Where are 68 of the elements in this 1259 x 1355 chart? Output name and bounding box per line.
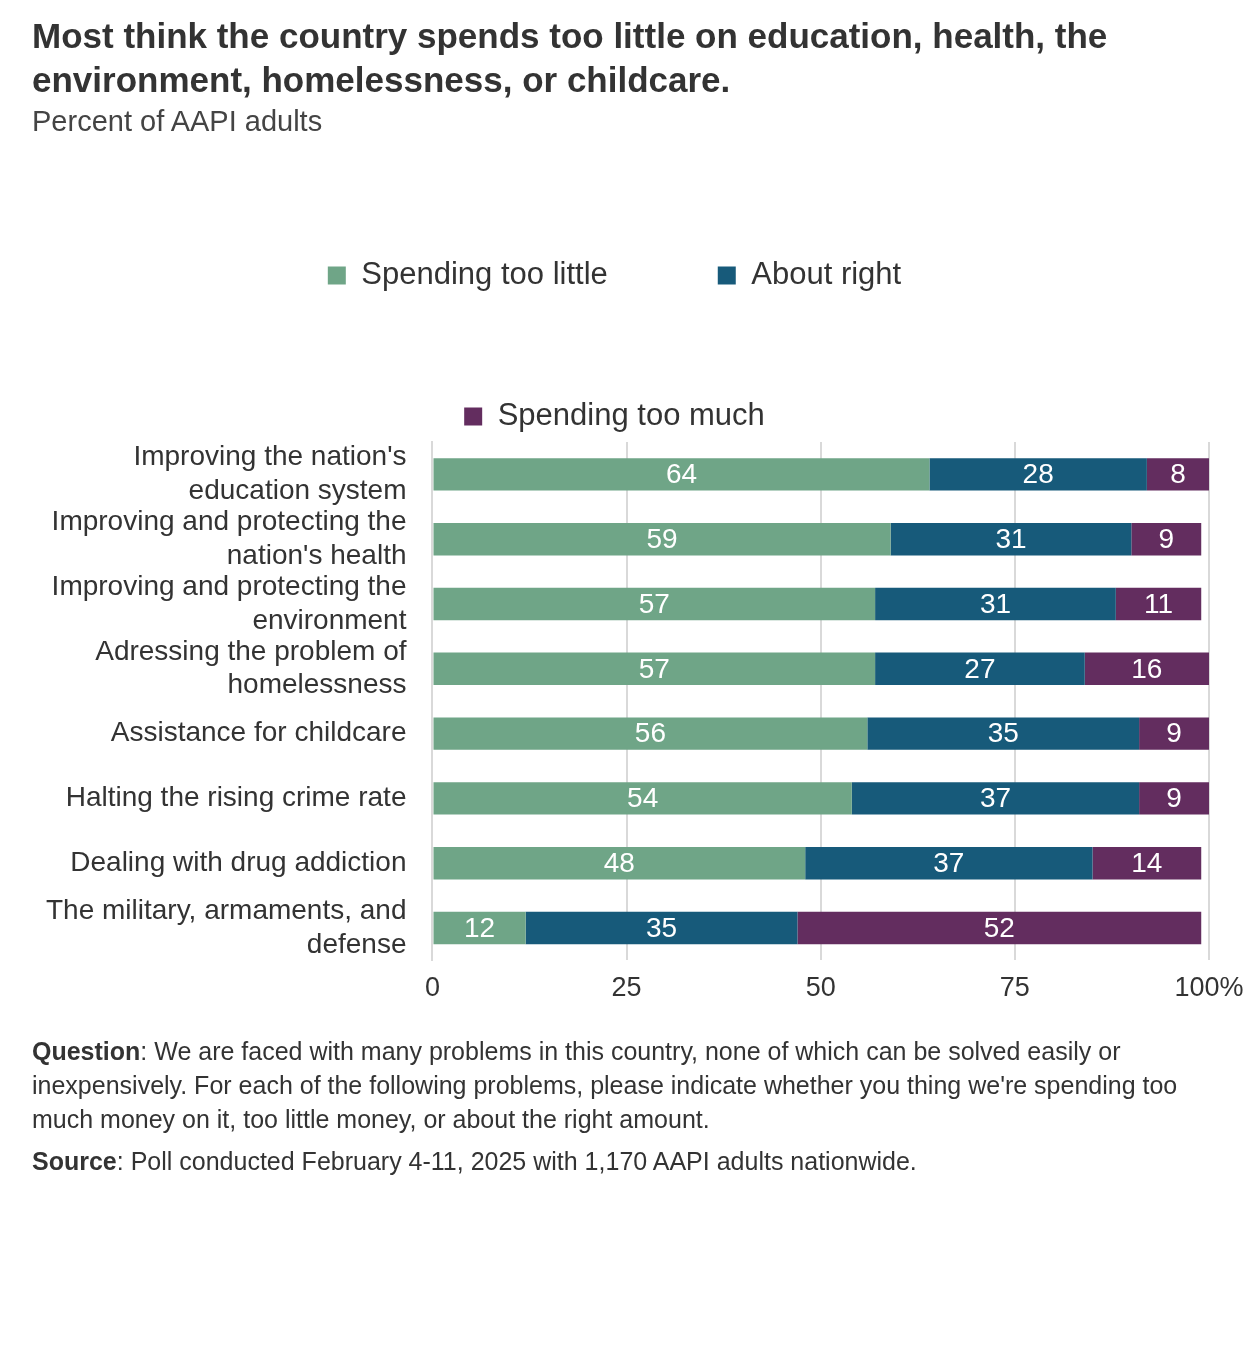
bar xyxy=(1092,847,1202,880)
bar xyxy=(433,911,526,945)
data-label: 59 xyxy=(646,522,678,554)
bar xyxy=(1084,652,1209,685)
data-label: 14 xyxy=(1131,846,1163,878)
data-label: 57 xyxy=(638,587,670,619)
data-label: 56 xyxy=(634,717,666,749)
y-tick-label: Improving the nation's education system xyxy=(133,440,407,505)
data-label: 9 xyxy=(1166,782,1182,814)
data-label: 31 xyxy=(979,587,1012,619)
chart-title: Most think the country spends too little on education, health, the environment, homelessness, or childcare. xyxy=(32,15,1109,101)
legend-label: About right xyxy=(751,256,902,292)
data-label: 11 xyxy=(1143,587,1174,619)
bar xyxy=(433,782,852,815)
data-label: 27 xyxy=(964,652,996,684)
bar xyxy=(1146,458,1209,491)
bar xyxy=(1139,782,1209,815)
data-label: 52 xyxy=(983,911,1015,943)
bar xyxy=(867,717,1140,750)
data-label: 64 xyxy=(665,458,698,490)
bar xyxy=(851,782,1140,815)
x-tick-label: 25 xyxy=(611,972,642,1003)
data-label: 54 xyxy=(627,782,659,814)
data-label: 48 xyxy=(603,846,635,878)
data-label: 57 xyxy=(638,652,670,684)
source-note: Source: Poll conducted February 4-11, 2025 with 1,170 AAPI adults nationwide. xyxy=(32,1147,917,1175)
text: Percent of AAPI adults xyxy=(32,104,324,139)
bar xyxy=(433,652,876,685)
y-tick-label: Halting the rising crime rate xyxy=(65,781,407,813)
text: Question: We are faced with many problems in this country, none of which can be solved easily or inexpensively. For each of the following problems, please indicate whether you thing we're spending too much money on it, too little money, or about the right amount. xyxy=(32,1037,1178,1133)
bar xyxy=(890,523,1132,556)
y-tick-label: Improving and protecting the nation's health xyxy=(51,505,407,570)
x-tick-label: 75 xyxy=(999,972,1030,1003)
bar xyxy=(433,717,868,750)
data-label: 35 xyxy=(645,911,678,943)
data-label: 37 xyxy=(979,782,1012,814)
bar xyxy=(433,587,876,621)
y-tick-label: The military, armaments, and defense xyxy=(45,893,407,959)
data-label: 31 xyxy=(995,522,1027,554)
bar xyxy=(433,523,891,556)
y-tick-label: Adressing the problem of homelessness xyxy=(95,634,407,700)
bar xyxy=(433,847,806,880)
bar xyxy=(1139,717,1209,750)
data-label: 35 xyxy=(987,717,1019,749)
y-tick-label: Assistance for childcare xyxy=(110,716,407,748)
data-label: 9 xyxy=(1158,522,1175,554)
bar xyxy=(875,652,1085,685)
data-label: 16 xyxy=(1131,652,1163,684)
bar xyxy=(1131,523,1202,556)
bar xyxy=(433,458,930,491)
data-label: 9 xyxy=(1166,717,1182,749)
bar xyxy=(929,458,1147,491)
x-tick-label: 50 xyxy=(805,972,836,1003)
data-label: 8 xyxy=(1170,458,1186,490)
legend-label: Spending too little xyxy=(361,256,608,292)
bar xyxy=(797,911,1202,945)
data-label: 37 xyxy=(933,846,965,878)
bar xyxy=(1115,587,1202,621)
bar xyxy=(525,911,798,945)
bar xyxy=(805,847,1093,880)
data-label: 12 xyxy=(464,911,496,943)
x-tick-label: 100% xyxy=(1174,972,1244,1003)
data-label: 28 xyxy=(1022,458,1054,490)
x-tick-label: 0 xyxy=(424,972,440,1003)
bar xyxy=(875,587,1116,621)
y-tick-label: Improving and protecting the environment xyxy=(51,569,407,635)
y-tick-label: Dealing with drug addiction xyxy=(70,845,407,877)
legend-label: Spending too much xyxy=(497,397,765,433)
